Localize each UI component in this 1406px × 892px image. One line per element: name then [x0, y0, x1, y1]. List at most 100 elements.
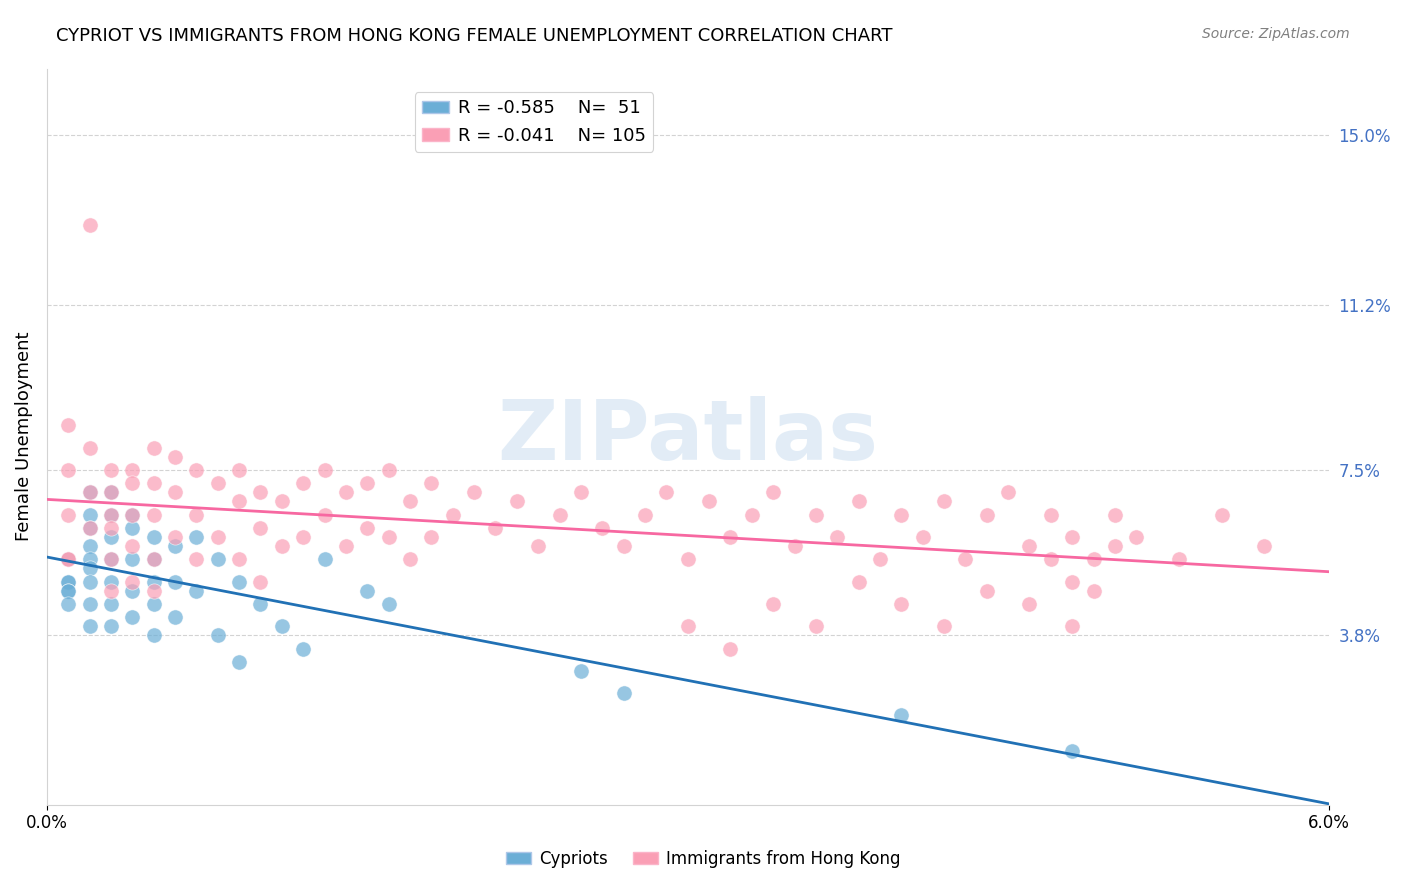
- Point: [932, 494, 955, 508]
- Point: [228, 463, 250, 477]
- Point: [228, 552, 250, 566]
- Point: [890, 508, 912, 522]
- Point: [976, 508, 998, 522]
- Point: [1083, 552, 1105, 566]
- Legend: R = -0.585    N=  51, R = -0.041    N= 105: R = -0.585 N= 51, R = -0.041 N= 105: [415, 92, 654, 152]
- Point: [399, 552, 422, 566]
- Point: [314, 552, 336, 566]
- Point: [720, 530, 742, 544]
- Point: [228, 574, 250, 589]
- Point: [676, 552, 699, 566]
- Point: [58, 552, 80, 566]
- Point: [591, 521, 613, 535]
- Point: [58, 418, 80, 433]
- Point: [848, 574, 870, 589]
- Point: [100, 619, 122, 633]
- Point: [463, 485, 485, 500]
- Point: [377, 530, 399, 544]
- Point: [58, 552, 80, 566]
- Point: [79, 552, 101, 566]
- Point: [548, 508, 571, 522]
- Point: [79, 485, 101, 500]
- Point: [976, 583, 998, 598]
- Point: [292, 530, 315, 544]
- Point: [142, 508, 165, 522]
- Point: [165, 530, 187, 544]
- Point: [79, 521, 101, 535]
- Point: [1125, 530, 1147, 544]
- Point: [142, 441, 165, 455]
- Point: [186, 463, 208, 477]
- Point: [58, 508, 80, 522]
- Point: [207, 476, 229, 491]
- Point: [186, 508, 208, 522]
- Point: [249, 521, 271, 535]
- Point: [79, 574, 101, 589]
- Point: [484, 521, 506, 535]
- Point: [121, 583, 143, 598]
- Point: [79, 619, 101, 633]
- Point: [420, 476, 443, 491]
- Point: [228, 494, 250, 508]
- Point: [569, 485, 592, 500]
- Point: [165, 610, 187, 624]
- Point: [1104, 539, 1126, 553]
- Point: [100, 521, 122, 535]
- Point: [506, 494, 529, 508]
- Point: [270, 539, 292, 553]
- Point: [121, 552, 143, 566]
- Point: [142, 476, 165, 491]
- Point: [356, 521, 378, 535]
- Point: [100, 508, 122, 522]
- Point: [207, 530, 229, 544]
- Point: [356, 583, 378, 598]
- Point: [676, 619, 699, 633]
- Point: [762, 485, 785, 500]
- Point: [58, 574, 80, 589]
- Point: [825, 530, 848, 544]
- Point: [1211, 508, 1233, 522]
- Point: [356, 476, 378, 491]
- Point: [613, 539, 636, 553]
- Point: [848, 494, 870, 508]
- Point: [911, 530, 934, 544]
- Text: CYPRIOT VS IMMIGRANTS FROM HONG KONG FEMALE UNEMPLOYMENT CORRELATION CHART: CYPRIOT VS IMMIGRANTS FROM HONG KONG FEM…: [56, 27, 893, 45]
- Point: [314, 463, 336, 477]
- Point: [655, 485, 678, 500]
- Text: ZIPatlas: ZIPatlas: [498, 396, 879, 477]
- Point: [249, 574, 271, 589]
- Point: [186, 552, 208, 566]
- Point: [569, 664, 592, 678]
- Point: [142, 597, 165, 611]
- Point: [741, 508, 763, 522]
- Point: [58, 574, 80, 589]
- Point: [1062, 744, 1084, 758]
- Point: [100, 552, 122, 566]
- Point: [79, 597, 101, 611]
- Point: [720, 641, 742, 656]
- Point: [207, 628, 229, 642]
- Point: [186, 530, 208, 544]
- Y-axis label: Female Unemployment: Female Unemployment: [15, 332, 32, 541]
- Point: [869, 552, 891, 566]
- Point: [58, 552, 80, 566]
- Point: [890, 708, 912, 723]
- Point: [121, 610, 143, 624]
- Point: [121, 508, 143, 522]
- Point: [1018, 539, 1040, 553]
- Legend: Cypriots, Immigrants from Hong Kong: Cypriots, Immigrants from Hong Kong: [499, 844, 907, 875]
- Point: [100, 552, 122, 566]
- Point: [100, 508, 122, 522]
- Point: [997, 485, 1019, 500]
- Point: [335, 485, 357, 500]
- Point: [292, 641, 315, 656]
- Point: [142, 574, 165, 589]
- Point: [527, 539, 550, 553]
- Point: [58, 463, 80, 477]
- Point: [890, 597, 912, 611]
- Point: [207, 552, 229, 566]
- Point: [100, 485, 122, 500]
- Point: [783, 539, 806, 553]
- Point: [58, 597, 80, 611]
- Point: [165, 539, 187, 553]
